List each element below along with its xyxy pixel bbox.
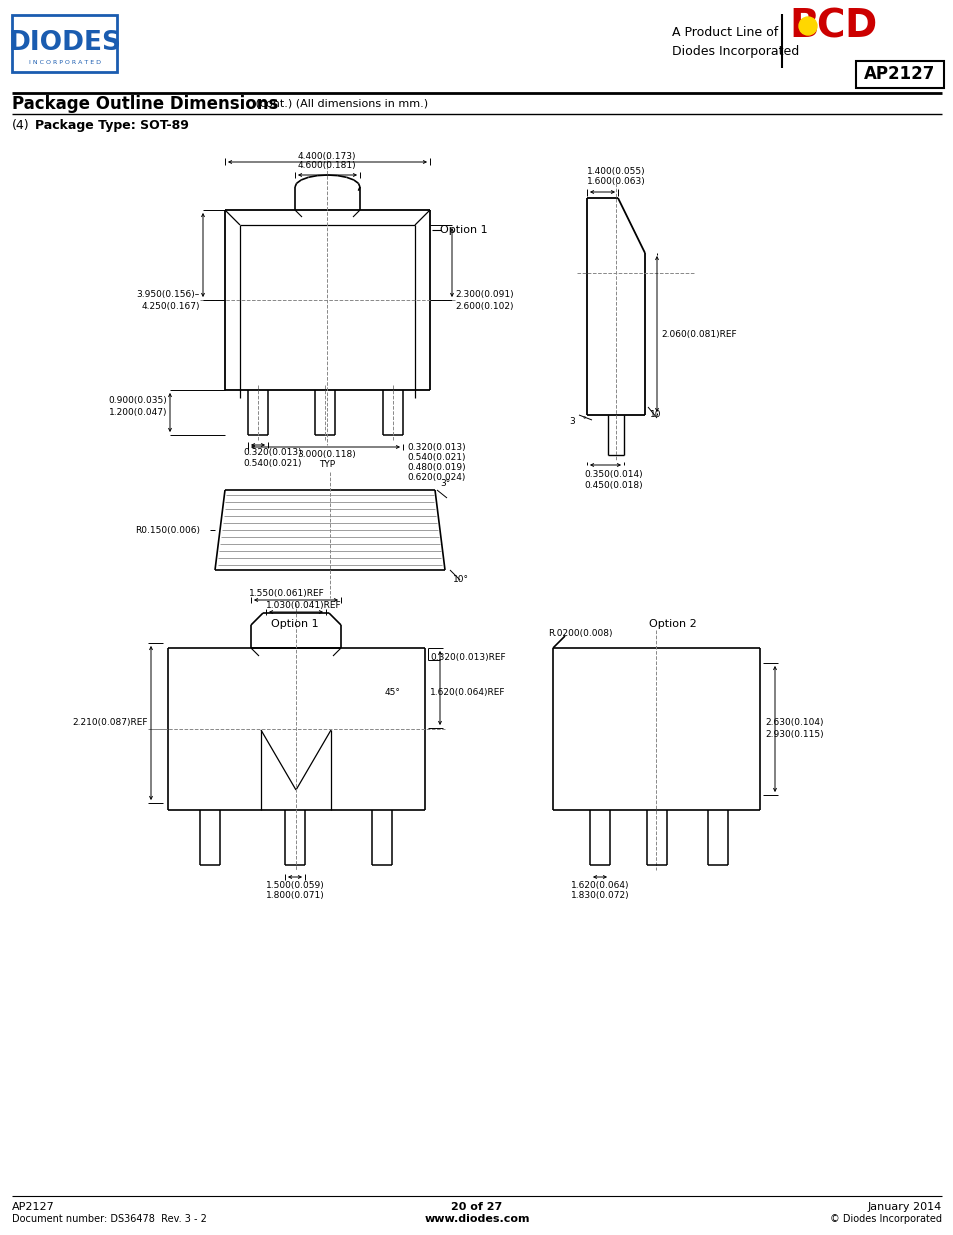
Text: 20 of 27: 20 of 27 <box>451 1202 502 1212</box>
Text: www.diodes.com: www.diodes.com <box>424 1214 529 1224</box>
Text: 3: 3 <box>569 417 575 426</box>
Text: 1.400(0.055): 1.400(0.055) <box>586 167 645 177</box>
Text: (cont.) (All dimensions in mm.): (cont.) (All dimensions in mm.) <box>252 99 428 109</box>
Text: 4.250(0.167): 4.250(0.167) <box>141 303 200 311</box>
Text: 0.480(0.019): 0.480(0.019) <box>407 463 465 472</box>
Text: 1.830(0.072): 1.830(0.072) <box>570 890 629 900</box>
Text: 0.320(0.013): 0.320(0.013) <box>243 448 301 457</box>
Text: 2.630(0.104): 2.630(0.104) <box>764 719 822 727</box>
Text: 0.350(0.014): 0.350(0.014) <box>583 471 642 479</box>
Circle shape <box>799 17 816 35</box>
Text: 1.620(0.064): 1.620(0.064) <box>570 881 629 890</box>
Text: 0.540(0.021): 0.540(0.021) <box>407 453 465 462</box>
Text: 10°: 10° <box>453 576 469 584</box>
Text: 3.000(0.118): 3.000(0.118) <box>297 450 356 459</box>
Text: 1.200(0.047): 1.200(0.047) <box>109 408 167 416</box>
Text: B: B <box>788 7 818 44</box>
Text: 0.450(0.018): 0.450(0.018) <box>583 480 642 490</box>
Text: 4.600(0.181): 4.600(0.181) <box>297 161 355 170</box>
Text: Option 1: Option 1 <box>439 225 487 235</box>
Text: 2.060(0.081)REF: 2.060(0.081)REF <box>660 330 736 338</box>
Text: D: D <box>843 7 876 44</box>
Text: Package Type: SOT-89: Package Type: SOT-89 <box>35 120 189 132</box>
Text: 1.600(0.063): 1.600(0.063) <box>586 177 645 186</box>
Bar <box>855 61 943 88</box>
Text: Option 2: Option 2 <box>648 619 696 629</box>
Text: I N C O R P O R A T E D: I N C O R P O R A T E D <box>29 61 101 65</box>
Text: (4): (4) <box>12 120 30 132</box>
Text: 0.900(0.035): 0.900(0.035) <box>108 395 167 405</box>
Text: 1.030(0.041)REF: 1.030(0.041)REF <box>266 601 341 610</box>
Text: AP2127: AP2127 <box>863 65 935 83</box>
Text: 1.620(0.064)REF: 1.620(0.064)REF <box>430 688 505 698</box>
Text: 4.400(0.173): 4.400(0.173) <box>297 152 355 161</box>
Text: AP2127: AP2127 <box>12 1202 54 1212</box>
Text: January 2014: January 2014 <box>867 1202 941 1212</box>
Text: 1.500(0.059): 1.500(0.059) <box>265 881 324 890</box>
Text: © Diodes Incorporated: © Diodes Incorporated <box>829 1214 941 1224</box>
Text: °: ° <box>581 417 585 424</box>
Text: 0.540(0.021): 0.540(0.021) <box>243 459 301 468</box>
Text: Diodes Incorporated: Diodes Incorporated <box>671 44 799 58</box>
Text: TYP: TYP <box>318 459 335 469</box>
Text: 0.620(0.024): 0.620(0.024) <box>407 473 465 482</box>
Text: 45°: 45° <box>385 688 400 697</box>
Text: Option 1: Option 1 <box>271 619 318 629</box>
Text: 3.950(0.156)–: 3.950(0.156)– <box>136 290 200 300</box>
Text: R0.150(0.006): R0.150(0.006) <box>135 526 200 535</box>
Text: C: C <box>815 7 843 44</box>
Text: A Product Line of: A Product Line of <box>671 26 778 38</box>
Bar <box>12 15 117 72</box>
Text: Package Outline Dimensions: Package Outline Dimensions <box>12 95 278 112</box>
Text: 2.930(0.115): 2.930(0.115) <box>764 730 822 740</box>
Text: Document number: DS36478  Rev. 3 - 2: Document number: DS36478 Rev. 3 - 2 <box>12 1214 207 1224</box>
Text: 2.600(0.102): 2.600(0.102) <box>455 303 513 311</box>
Text: 2.210(0.087)REF: 2.210(0.087)REF <box>72 719 148 727</box>
Text: R.0200(0.008): R.0200(0.008) <box>547 629 612 638</box>
Text: 3°: 3° <box>439 479 450 488</box>
Text: 10: 10 <box>649 410 660 419</box>
Text: 0.320(0.013): 0.320(0.013) <box>407 443 465 452</box>
Text: 0.320(0.013)REF: 0.320(0.013)REF <box>430 653 505 662</box>
Text: DIODES: DIODES <box>9 30 121 56</box>
Text: 1.550(0.061)REF: 1.550(0.061)REF <box>249 589 324 598</box>
Text: 1.800(0.071): 1.800(0.071) <box>265 890 324 900</box>
Text: 2.300(0.091): 2.300(0.091) <box>455 290 513 300</box>
